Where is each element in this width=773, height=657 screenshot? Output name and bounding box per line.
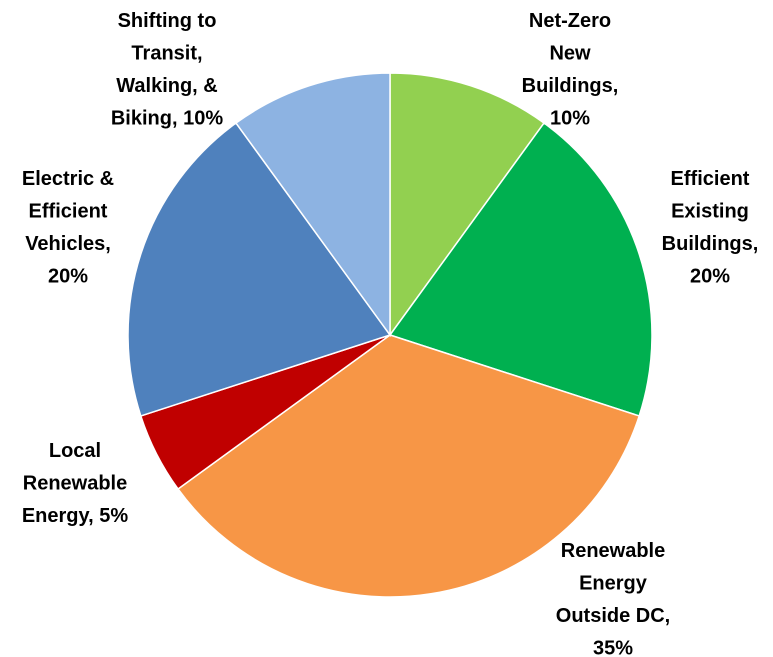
slice-label-line: Shifting to bbox=[118, 10, 217, 32]
slice-label: Renewable Energy Outside DC, 35% bbox=[556, 540, 670, 657]
pie-slice bbox=[127, 121, 392, 417]
slice-label-line: Energy, 5% bbox=[22, 505, 129, 527]
slice-label-line: Existing bbox=[671, 201, 749, 223]
slice-label-line: 35% bbox=[593, 638, 633, 657]
slice-label-line: New bbox=[549, 43, 591, 65]
slice-label-line: Local bbox=[49, 440, 101, 462]
slice-label-line: Transit, bbox=[131, 43, 202, 65]
slice-label-line: 20% bbox=[48, 266, 88, 288]
pie-slice bbox=[176, 334, 641, 598]
slice-label: Shifting to Transit, Walking, & Biking, 10% bbox=[111, 10, 223, 130]
slice-label-line: Efficient bbox=[29, 201, 108, 223]
pie-slice bbox=[388, 121, 653, 417]
slice-label: Electric & Efficient Vehicles, 20% bbox=[22, 168, 114, 288]
slice-label-line: Net-Zero bbox=[529, 10, 611, 32]
slice-label-line: Biking, 10% bbox=[111, 108, 223, 130]
slice-label-line: 10% bbox=[550, 108, 590, 130]
slice-label-line: Vehicles, bbox=[25, 233, 111, 255]
slice-label-line: Electric & bbox=[22, 168, 114, 190]
pie-slice bbox=[234, 72, 391, 338]
pie-slice bbox=[389, 72, 546, 338]
slice-label-line: Efficient bbox=[671, 168, 750, 190]
slice-label: Net-Zero New Buildings, 10% bbox=[522, 10, 619, 130]
slice-label-line: 20% bbox=[690, 266, 730, 288]
slice-label-line: Energy bbox=[579, 573, 648, 595]
slice-label-line: Buildings, bbox=[522, 75, 619, 97]
slice-label: Efficient Existing Buildings, 20% bbox=[662, 168, 759, 288]
slice-label-line: Outside DC, bbox=[556, 605, 670, 627]
slice-label: Local Renewable Energy, 5% bbox=[22, 440, 129, 527]
slice-label-line: Renewable bbox=[23, 473, 127, 495]
slice-label-line: Buildings, bbox=[662, 233, 759, 255]
slice-label-line: Walking, & bbox=[116, 75, 217, 97]
slice-label-line: Renewable bbox=[561, 540, 665, 562]
